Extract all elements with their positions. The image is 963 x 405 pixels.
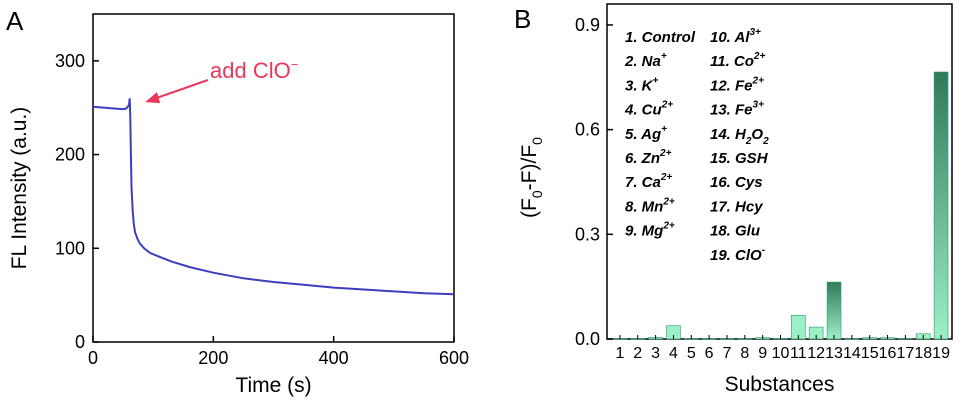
x-tick-label-12: 12 (807, 345, 825, 362)
legend-item-14: 14. H2O2 (710, 126, 769, 147)
annotation-arrow-head (145, 92, 161, 104)
x-tick-label-16: 16 (879, 345, 897, 362)
y-tick-label: 0.9 (575, 15, 600, 35)
legend-item-11: 11. Co2+ (710, 51, 765, 70)
x-tick-label-3: 3 (651, 345, 660, 362)
legend-item-4: 4. Cu2+ (624, 100, 673, 119)
chart-a-y-axis-label: FL Intensity (a.u.) (8, 107, 31, 270)
x-tick-label-18: 18 (914, 345, 932, 362)
legend-item-2: 2. Na+ (624, 51, 667, 70)
x-tick-label-15: 15 (861, 345, 879, 362)
annotation-text: add ClO− (210, 57, 298, 83)
x-tick-label-10: 10 (772, 345, 790, 362)
chart-a-x-axis-label: Time (s) (235, 374, 311, 397)
x-tick-label: 400 (319, 348, 349, 368)
panel-label-b: B (514, 4, 531, 34)
x-tick-label-2: 2 (633, 345, 642, 362)
x-tick-label-14: 14 (843, 345, 861, 362)
legend-item-17: 17. Hcy (710, 198, 763, 215)
legend-item-8: 8. Mn2+ (625, 196, 675, 215)
x-tick-label: 200 (198, 348, 228, 368)
legend-item-16: 16. Cys (710, 174, 763, 191)
x-tick-label-13: 13 (825, 345, 843, 362)
x-tick-label-5: 5 (687, 345, 696, 362)
legend-item-6: 6. Zn2+ (625, 148, 672, 167)
legend-item-13: 13. Fe3+ (710, 100, 764, 119)
legend-item-15: 15. GSH (710, 150, 769, 167)
legend-item-3: 3. K+ (625, 75, 659, 94)
y-tick-label: 300 (55, 51, 85, 71)
x-tick-label-19: 19 (932, 345, 950, 362)
y-tick-label: 0 (75, 332, 85, 352)
chart-a-series-line (92, 98, 455, 296)
legend-item-5: 5. Ag+ (625, 124, 667, 143)
legend-item-12: 12. Fe2+ (710, 75, 764, 94)
chart-b-selectivity-bars: 1 2 3 4 5 6 7 8 9 10 11 12 13 14 15 16 17 18 190.00.30.60.… (518, 3, 953, 396)
legend-item-7: 7. Ca2+ (625, 172, 672, 191)
x-tick-label-6: 6 (705, 345, 714, 362)
y-tick-label: 200 (55, 145, 85, 165)
legend-item-18: 18. Glu (710, 223, 760, 240)
x-tick-label: 600 (439, 348, 469, 368)
x-tick-label: 0 (88, 348, 98, 368)
x-tick-label-11: 11 (790, 345, 807, 362)
chart-a-annotation: add ClO− (145, 57, 298, 104)
panel-label-a: A (6, 6, 24, 36)
x-tick-label-9: 9 (758, 345, 767, 362)
x-tick-label-1: 1 (615, 345, 624, 362)
y-tick-label: 0.6 (575, 120, 600, 140)
annotation-arrow (152, 79, 209, 101)
legend-item-1: 1. Control (625, 29, 696, 46)
chart-b-x-axis-label: Substances (725, 373, 835, 396)
x-tick-label-8: 8 (740, 345, 749, 362)
chart-a-ticks: 0 200 400 600 0 100 200 300 (55, 51, 469, 368)
bar-19 (933, 71, 949, 340)
y-tick-label: 0.0 (575, 329, 600, 349)
legend-item-10: 10. Al3+ (710, 27, 761, 46)
chart-a-frame (92, 13, 455, 343)
chart-b-legend: 1. Control 2. Na+ 3. K+ 4. Cu2+ 5. Ag+ 6. Zn2… (624, 27, 769, 264)
y-tick-label: 0.3 (575, 224, 600, 244)
x-tick-label-7: 7 (723, 345, 732, 362)
x-tick-label-4: 4 (669, 345, 678, 362)
legend-item-9: 9. Mg2+ (625, 221, 675, 240)
bar-13 (826, 281, 842, 340)
y-tick-label: 100 (55, 238, 85, 258)
chart-b-y-axis-label: (F0-F)/F0 (518, 137, 545, 218)
legend-item-19: 19. ClO- (710, 245, 766, 264)
x-tick-label-17: 17 (896, 345, 914, 362)
chart-a-fluorescence-time: 0 200 400 600 0 100 200 300 add ClO− Time (s) F… (8, 13, 469, 397)
chart-b-ticks: 1 2 3 4 5 6 7 8 9 10 11 12 13 14 15 16 17 18 190.00.30.60.… (575, 15, 950, 362)
